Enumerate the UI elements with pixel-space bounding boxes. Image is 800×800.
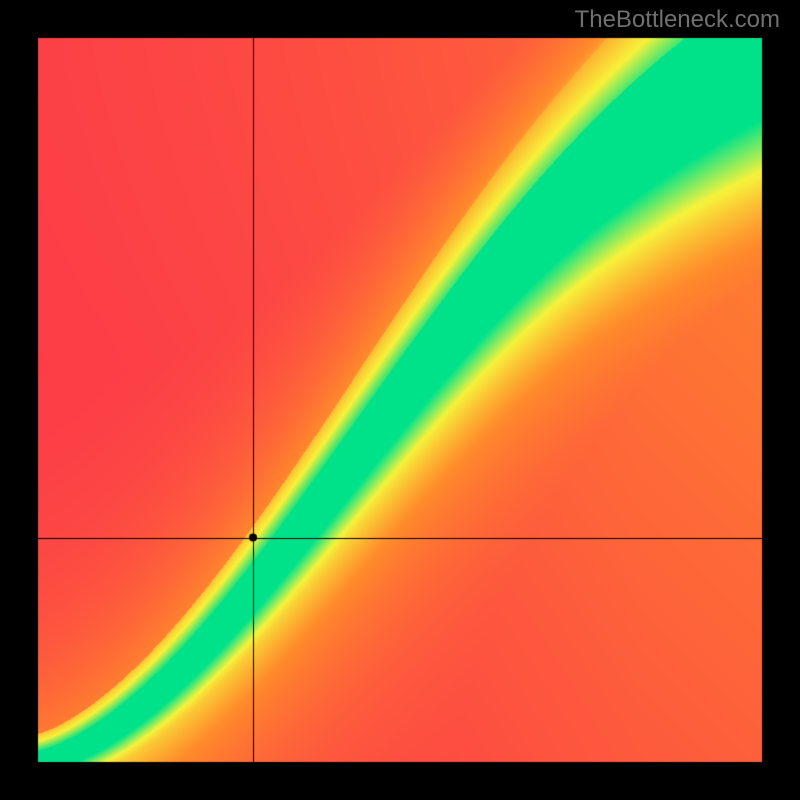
bottleneck-heatmap	[0, 0, 800, 800]
chart-container: TheBottleneck.com	[0, 0, 800, 800]
watermark-text: TheBottleneck.com	[575, 6, 780, 34]
